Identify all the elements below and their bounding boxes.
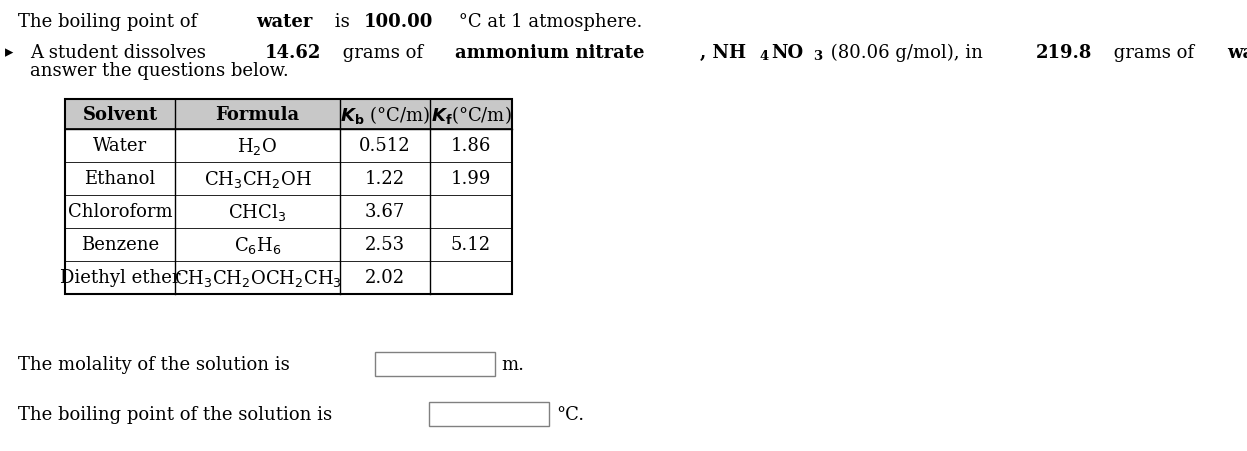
Text: ▸: ▸ [5, 44, 14, 61]
Bar [429, 402, 550, 426]
Text: CH$_3$CH$_2$OH: CH$_3$CH$_2$OH [203, 169, 312, 189]
Text: 100.00: 100.00 [363, 13, 433, 31]
Text: grams of: grams of [337, 44, 429, 62]
Bar [65, 100, 513, 295]
Bar [65, 100, 513, 130]
Text: H$_2$O: H$_2$O [237, 136, 278, 156]
Text: 1.86: 1.86 [451, 137, 491, 155]
Text: 3.67: 3.67 [365, 203, 405, 221]
Text: 5.12: 5.12 [451, 236, 491, 254]
Text: 3: 3 [813, 51, 822, 63]
Text: Chloroform: Chloroform [67, 203, 172, 221]
Text: The boiling point of: The boiling point of [17, 13, 203, 31]
Text: $\bfit{K}_\mathbf{b}$ (°C/m): $\bfit{K}_\mathbf{b}$ (°C/m) [340, 104, 430, 126]
Text: Ethanol: Ethanol [85, 170, 156, 188]
Text: is: is [329, 13, 355, 31]
Text: 0.512: 0.512 [359, 137, 410, 155]
Text: 2.02: 2.02 [365, 269, 405, 287]
Bar [374, 352, 495, 376]
Text: °C.: °C. [556, 405, 585, 423]
Text: grams of: grams of [1109, 44, 1200, 62]
Text: answer the questions below.: answer the questions below. [30, 62, 289, 80]
Text: Diethyl ether: Diethyl ether [60, 269, 181, 287]
Text: water: water [1227, 44, 1247, 62]
Text: m.: m. [501, 355, 525, 373]
Text: (80.06 g/mol), in: (80.06 g/mol), in [824, 44, 988, 62]
Text: 1.22: 1.22 [365, 170, 405, 188]
Text: , NH: , NH [700, 44, 746, 62]
Text: CH$_3$CH$_2$OCH$_2$CH$_3$: CH$_3$CH$_2$OCH$_2$CH$_3$ [173, 267, 342, 288]
Text: 14.62: 14.62 [264, 44, 320, 62]
Text: NO: NO [772, 44, 803, 62]
Text: Benzene: Benzene [81, 236, 160, 254]
Text: 4: 4 [759, 51, 768, 63]
Text: The boiling point of the solution is: The boiling point of the solution is [17, 405, 332, 423]
Text: 1.99: 1.99 [451, 170, 491, 188]
Text: Solvent: Solvent [82, 106, 157, 124]
Text: Water: Water [94, 137, 147, 155]
Text: 219.8: 219.8 [1036, 44, 1092, 62]
Text: water: water [257, 13, 313, 31]
Text: Formula: Formula [216, 106, 299, 124]
Text: ammonium nitrate: ammonium nitrate [455, 44, 645, 62]
Text: The molality of the solution is: The molality of the solution is [17, 355, 289, 373]
Text: °C at 1 atmosphere.: °C at 1 atmosphere. [453, 13, 642, 31]
Text: A student dissolves: A student dissolves [30, 44, 212, 62]
Text: CHCl$_3$: CHCl$_3$ [228, 202, 287, 222]
Text: C$_6$H$_6$: C$_6$H$_6$ [233, 235, 282, 255]
Text: 2.53: 2.53 [365, 236, 405, 254]
Text: $\bfit{K}_\mathbf{f}$(°C/m): $\bfit{K}_\mathbf{f}$(°C/m) [430, 104, 511, 126]
